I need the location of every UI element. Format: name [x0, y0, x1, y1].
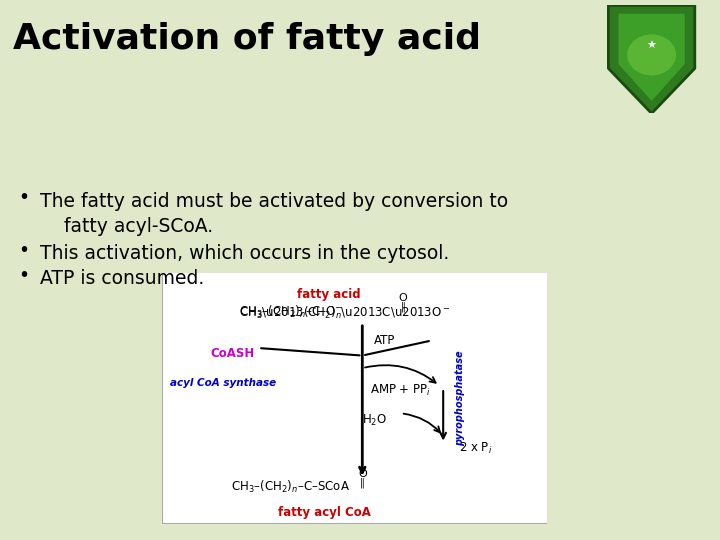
Text: ‖: ‖ — [400, 301, 405, 312]
Circle shape — [628, 35, 675, 75]
Text: CH$_3$\u2013(CH$_2$)$_n$\u2013C\u2013O$^-$: CH$_3$\u2013(CH$_2$)$_n$\u2013C\u2013O$^… — [239, 305, 451, 321]
Text: •: • — [18, 266, 29, 285]
Text: fatty acyl-SCoA.: fatty acyl-SCoA. — [40, 217, 212, 236]
Text: H$_2$O: H$_2$O — [362, 413, 387, 428]
Text: ATP: ATP — [374, 334, 395, 347]
Text: O: O — [398, 293, 407, 303]
Polygon shape — [608, 5, 695, 113]
Text: fatty acid: fatty acid — [297, 288, 361, 301]
Text: fatty acyl CoA: fatty acyl CoA — [278, 506, 370, 519]
Text: O: O — [358, 469, 366, 478]
Text: ‖: ‖ — [360, 477, 365, 488]
Text: •: • — [18, 188, 29, 207]
Text: 2 x P$_i$: 2 x P$_i$ — [459, 441, 492, 456]
Text: pyrophosphatase: pyrophosphatase — [455, 350, 464, 446]
Polygon shape — [619, 15, 684, 100]
Text: CH$_3$–(CH$_2$)$_n$–C–SCoA: CH$_3$–(CH$_2$)$_n$–C–SCoA — [231, 478, 351, 495]
Text: ★: ★ — [647, 41, 657, 51]
Text: AMP + PP$_i$: AMP + PP$_i$ — [370, 383, 431, 399]
Text: This activation, which occurs in the cytosol.: This activation, which occurs in the cyt… — [40, 244, 449, 263]
Text: The fatty acid must be activated by conversion to: The fatty acid must be activated by conv… — [40, 192, 508, 211]
Text: CH$_3$–(CH$_2$)$_n$–C–O$^{\mathsf{-}}$: CH$_3$–(CH$_2$)$_n$–C–O$^{\mathsf{-}}$ — [239, 304, 343, 320]
Text: CoASH: CoASH — [210, 347, 254, 360]
Text: acyl CoA synthase: acyl CoA synthase — [170, 378, 276, 388]
Text: Activation of fatty acid: Activation of fatty acid — [13, 22, 481, 56]
Text: ATP is consumed.: ATP is consumed. — [40, 269, 204, 288]
Text: •: • — [18, 241, 29, 260]
